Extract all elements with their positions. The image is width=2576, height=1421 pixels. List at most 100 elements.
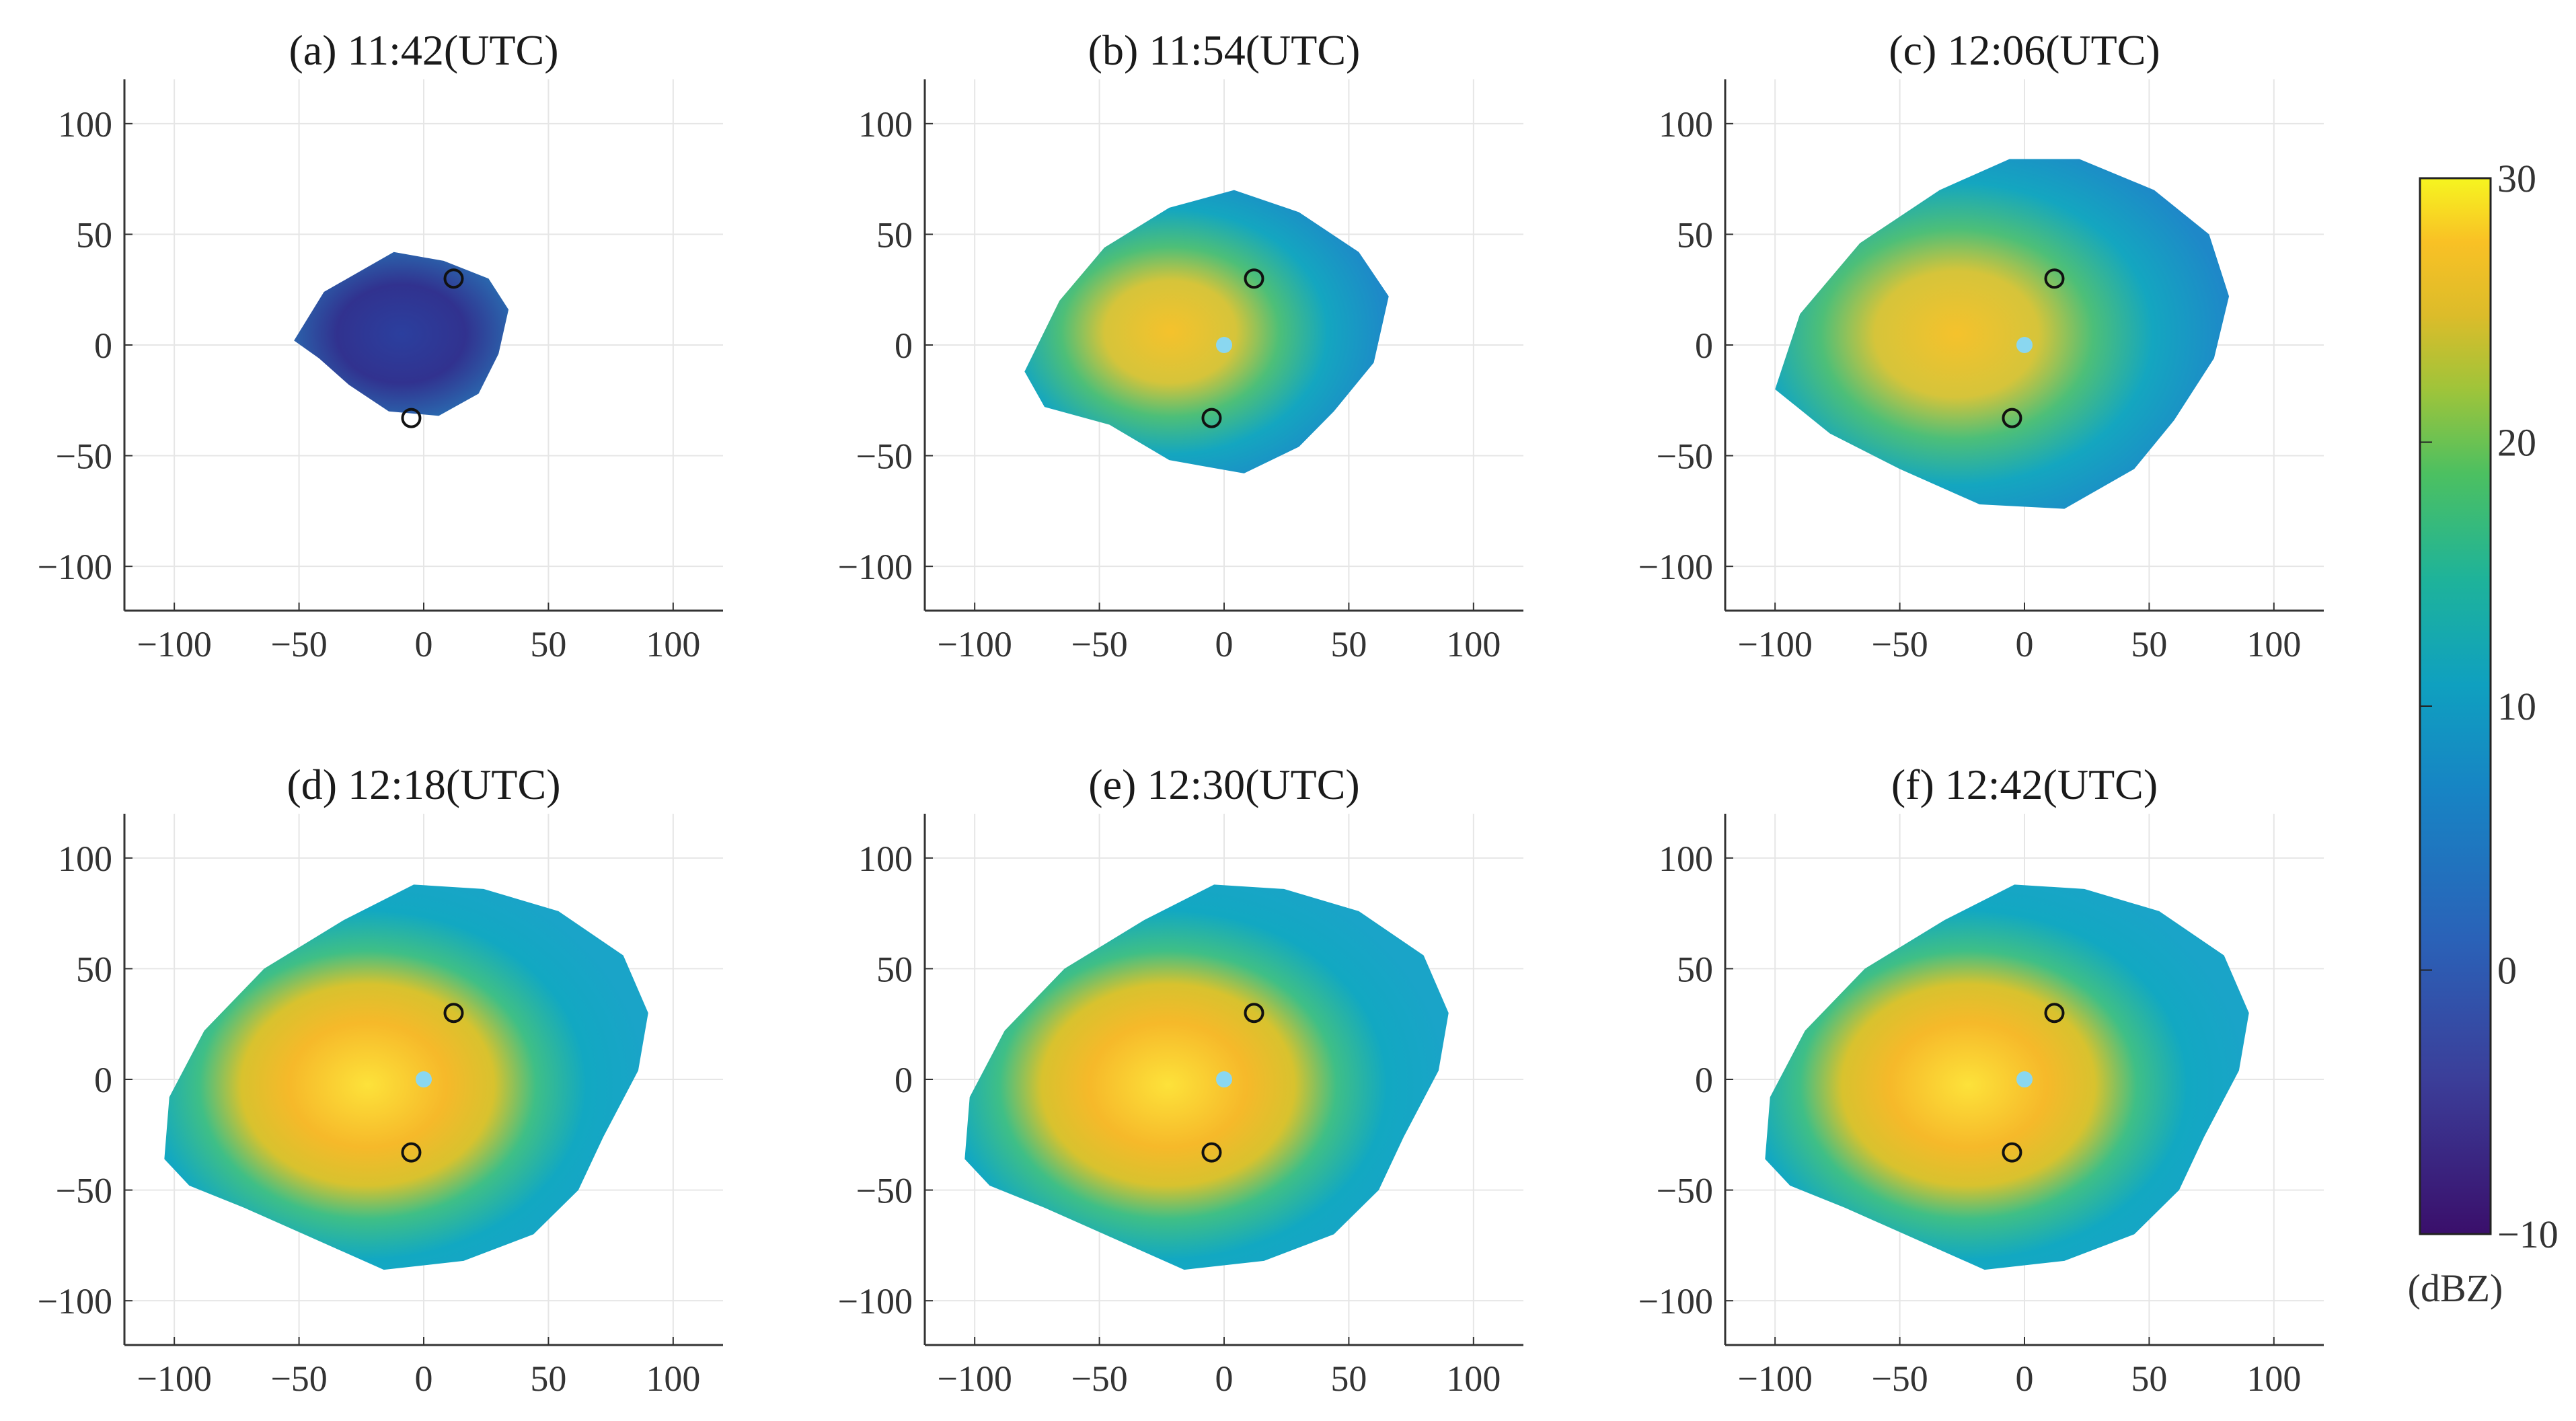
x-tick-label: −100 (937, 624, 1012, 664)
colorbar: 30 20 10 0 −10 (dBZ) (2408, 157, 2559, 1310)
x-tick-label: 50 (530, 624, 566, 664)
y-tick-label: 50 (876, 215, 913, 255)
x-tick-label: 0 (1215, 624, 1234, 664)
y-tick-label: −100 (838, 547, 913, 587)
panel-b: −100 −50 0 50 100 100 50 0 −50 −100 (b) 11:54(UTC) (838, 26, 1523, 664)
reflectivity-field (1024, 190, 1389, 473)
x-tick-label: −50 (1871, 624, 1928, 664)
radar-site-gap (2016, 1071, 2033, 1087)
y-tick-label: −50 (856, 436, 913, 477)
x-tick-label: 100 (2246, 624, 2301, 664)
site-marker (2044, 268, 2065, 289)
y-tick-label: −50 (56, 436, 112, 477)
colorbar-tick-label: 30 (2497, 157, 2536, 200)
x-tick-label: −50 (1071, 624, 1127, 664)
y-tick-label: −50 (56, 1171, 112, 1211)
site-marker (443, 268, 464, 289)
radar-site-gap (416, 1071, 432, 1087)
site-marker (401, 408, 422, 428)
panel-d: −100 −50 0 50 100 100 50 0 −50 −100 (d) 12:18(UTC) (38, 761, 723, 1399)
y-tick-label: −100 (1638, 1281, 1713, 1321)
panel-title: (a) 11:42(UTC) (289, 26, 558, 74)
y-tick-label: 100 (58, 839, 112, 879)
x-tick-label: 0 (2016, 624, 2034, 664)
x-tick-label: −50 (270, 1358, 327, 1399)
site-marker (2044, 1003, 2065, 1024)
site-marker (2002, 1142, 2022, 1163)
y-tick-label: 50 (876, 949, 913, 989)
x-tick-label: 0 (1215, 1358, 1234, 1399)
x-tick-label: 100 (646, 624, 700, 664)
y-tick-label: 100 (58, 104, 112, 145)
panel-title: (d) 12:18(UTC) (287, 761, 560, 808)
y-tick-label: 0 (895, 325, 913, 366)
panel-c: −100 −50 0 50 100 100 50 0 −50 −100 (c) 12:06(UTC) (1638, 26, 2324, 664)
x-tick-label: 50 (2131, 1358, 2167, 1399)
y-tick-label: −50 (856, 1171, 913, 1211)
y-tick-label: 100 (1659, 839, 1713, 879)
x-tick-label: −100 (937, 1358, 1012, 1399)
y-tick-label: 0 (895, 1060, 913, 1100)
x-tick-label: 0 (415, 624, 433, 664)
colorbar-tick-label: 20 (2497, 421, 2536, 465)
reflectivity-field (964, 884, 1449, 1270)
x-tick-label: 50 (1330, 624, 1367, 664)
y-tick-label: −100 (38, 1281, 112, 1321)
x-tick-label: −100 (137, 624, 211, 664)
site-marker (1244, 1003, 1264, 1024)
y-tick-label: 50 (76, 215, 112, 255)
colorbar-tick-label: 10 (2497, 685, 2536, 728)
y-tick-label: −50 (1657, 436, 1713, 477)
y-tick-label: 0 (94, 1060, 112, 1100)
x-tick-label: −50 (270, 624, 327, 664)
y-tick-label: 50 (76, 949, 112, 989)
y-tick-label: 100 (1659, 104, 1713, 145)
x-tick-label: 100 (646, 1358, 700, 1399)
site-marker (443, 1003, 464, 1024)
colorbar-label: (dBZ) (2408, 1266, 2503, 1310)
y-tick-label: 100 (858, 104, 913, 145)
colorbar-tick-label: −10 (2497, 1213, 2559, 1256)
x-tick-label: 50 (530, 1358, 566, 1399)
colorbar-tick-label: 0 (2497, 949, 2517, 993)
x-tick-label: 50 (2131, 624, 2167, 664)
x-tick-label: 50 (1330, 1358, 1367, 1399)
x-tick-label: 100 (2246, 1358, 2301, 1399)
y-tick-label: −100 (1638, 547, 1713, 587)
y-tick-label: 100 (858, 839, 913, 879)
x-tick-label: 100 (1446, 1358, 1501, 1399)
panel-title: (c) 12:06(UTC) (1889, 26, 2160, 74)
panel-e: −100 −50 0 50 100 100 50 0 −50 −100 (e) 12:30(UTC) (838, 761, 1523, 1399)
y-tick-label: −50 (1657, 1171, 1713, 1211)
x-tick-label: 100 (1446, 624, 1501, 664)
site-marker (2002, 408, 2022, 428)
radar-site-gap (1216, 1071, 1232, 1087)
panel-title: (f) 12:42(UTC) (1891, 761, 2158, 808)
reflectivity-field (1765, 884, 2249, 1270)
reflectivity-field (1775, 159, 2230, 509)
x-tick-label: 0 (415, 1358, 433, 1399)
reflectivity-field (164, 884, 648, 1270)
y-tick-label: 50 (1677, 215, 1713, 255)
panel-a: −100 −50 0 50 100 100 50 0 −50 −100 (a) 11:42(UTC) (38, 26, 723, 664)
reflectivity-field (294, 252, 509, 416)
panel-f: −100 −50 0 50 100 100 50 0 −50 −100 (f) 12:42(UTC) (1638, 761, 2324, 1399)
x-tick-label: −100 (1737, 1358, 1812, 1399)
x-tick-label: 0 (2016, 1358, 2034, 1399)
panel-title: (e) 12:30(UTC) (1088, 761, 1359, 808)
x-tick-label: −50 (1071, 1358, 1127, 1399)
panel-title: (b) 11:54(UTC) (1088, 26, 1361, 74)
radar-site-gap (1216, 337, 1232, 353)
y-tick-label: 0 (94, 325, 112, 366)
x-tick-label: −100 (1737, 624, 1812, 664)
x-tick-label: −50 (1871, 1358, 1928, 1399)
y-tick-label: 0 (1695, 325, 1713, 366)
y-tick-label: 0 (1695, 1060, 1713, 1100)
site-marker (1244, 268, 1264, 289)
site-marker (1201, 408, 1222, 428)
y-tick-label: 50 (1677, 949, 1713, 989)
site-marker (401, 1142, 422, 1163)
x-tick-label: −100 (137, 1358, 211, 1399)
y-tick-label: −100 (38, 547, 112, 587)
